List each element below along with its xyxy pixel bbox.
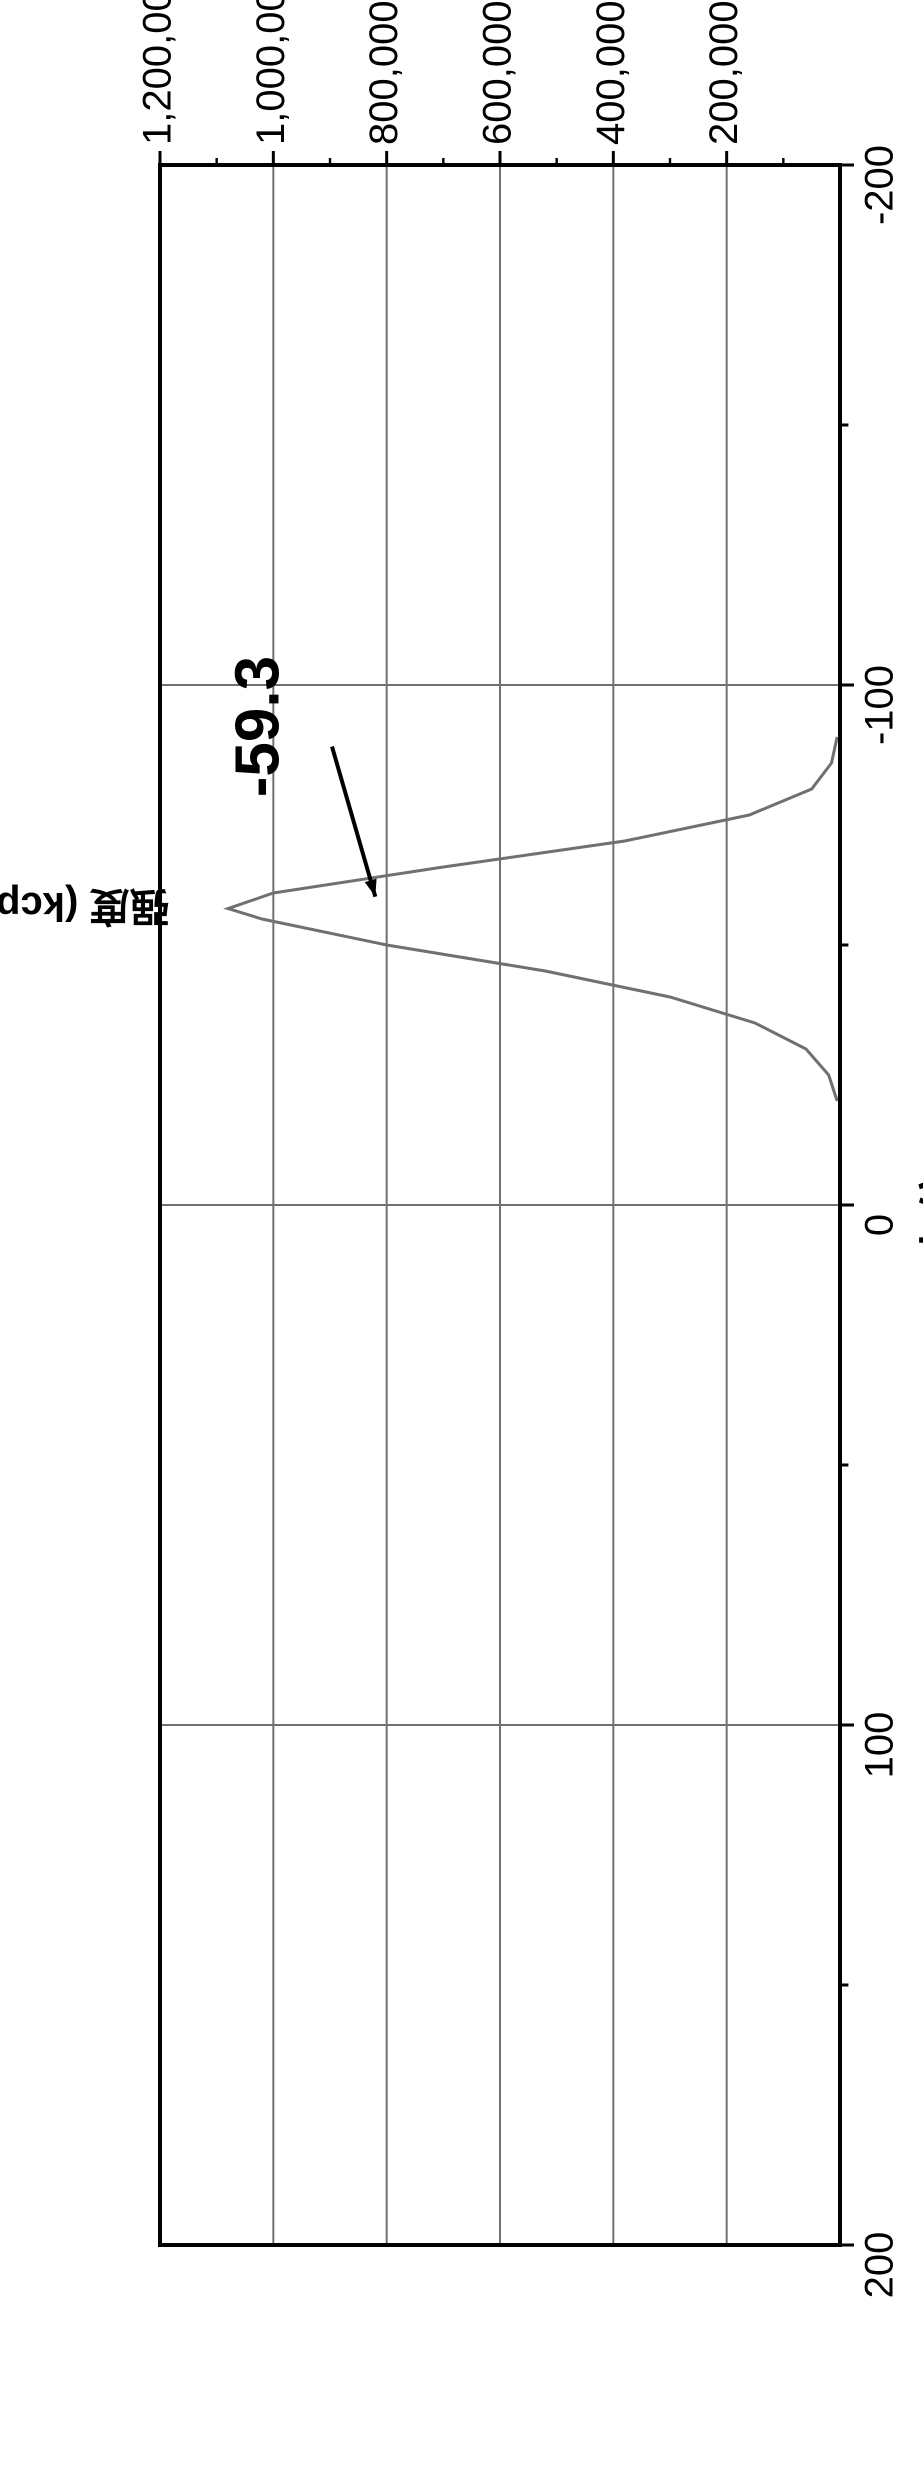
svg-text:-59.3: -59.3 <box>223 656 292 797</box>
svg-text:-100: -100 <box>858 665 902 745</box>
svg-text:400,000: 400,000 <box>589 0 633 145</box>
svg-text:1,200,000: 1,200,000 <box>136 0 180 145</box>
svg-text:100: 100 <box>858 1712 902 1779</box>
svg-text:-200: -200 <box>858 145 902 225</box>
svg-text:强度 (kcps): 强度 (kcps) <box>0 884 169 928</box>
svg-text:200,000: 200,000 <box>702 0 746 145</box>
chart-svg: -200 -100 0 100 200 200,000 400,000 600,000 800,… <box>0 0 923 2460</box>
zeta-potential-chart: -200 -100 0 100 200 200,000 400,000 600,000 800,… <box>0 0 923 2460</box>
svg-text:800,000: 800,000 <box>362 0 406 145</box>
svg-text:Zeta电位 (mV): Zeta电位 (mV) <box>918 1048 923 1363</box>
svg-text:200: 200 <box>858 2232 902 2299</box>
svg-text:600,000: 600,000 <box>476 0 520 145</box>
svg-text:1,000,000: 1,000,000 <box>249 0 293 145</box>
svg-text:0: 0 <box>858 1214 902 1236</box>
